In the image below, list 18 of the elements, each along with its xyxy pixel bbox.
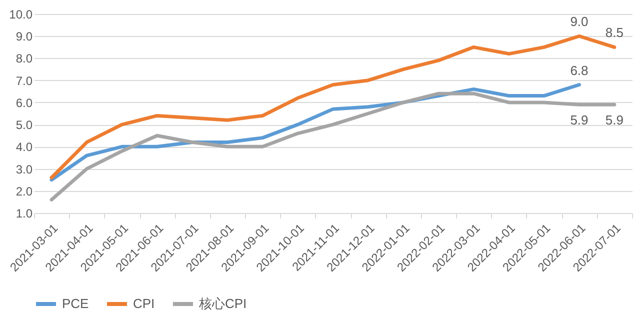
y-tick-label: 8.0 xyxy=(16,52,33,66)
y-tick-label: 4.0 xyxy=(16,140,33,154)
y-tick-label: 2.0 xyxy=(16,184,33,198)
y-tick-label: 6.0 xyxy=(16,96,33,110)
legend-label: 核心CPI xyxy=(198,296,247,311)
legend-label: PCE xyxy=(62,296,90,311)
y-tick-label: 3.0 xyxy=(16,162,33,176)
y-tick-label: 5.0 xyxy=(16,118,33,132)
data-label: 8.5 xyxy=(605,25,624,40)
y-tick-label: 7.0 xyxy=(16,74,33,88)
y-tick-label: 10.0 xyxy=(9,8,33,22)
data-label: 6.8 xyxy=(570,62,588,78)
data-label: 9.0 xyxy=(570,14,588,30)
y-tick-label: 9.0 xyxy=(16,30,33,44)
data-label: 5.9 xyxy=(605,112,624,128)
legend-label: CPI xyxy=(133,296,155,311)
data-label: 5.9 xyxy=(570,112,588,128)
y-tick-label: 1.0 xyxy=(16,206,33,220)
